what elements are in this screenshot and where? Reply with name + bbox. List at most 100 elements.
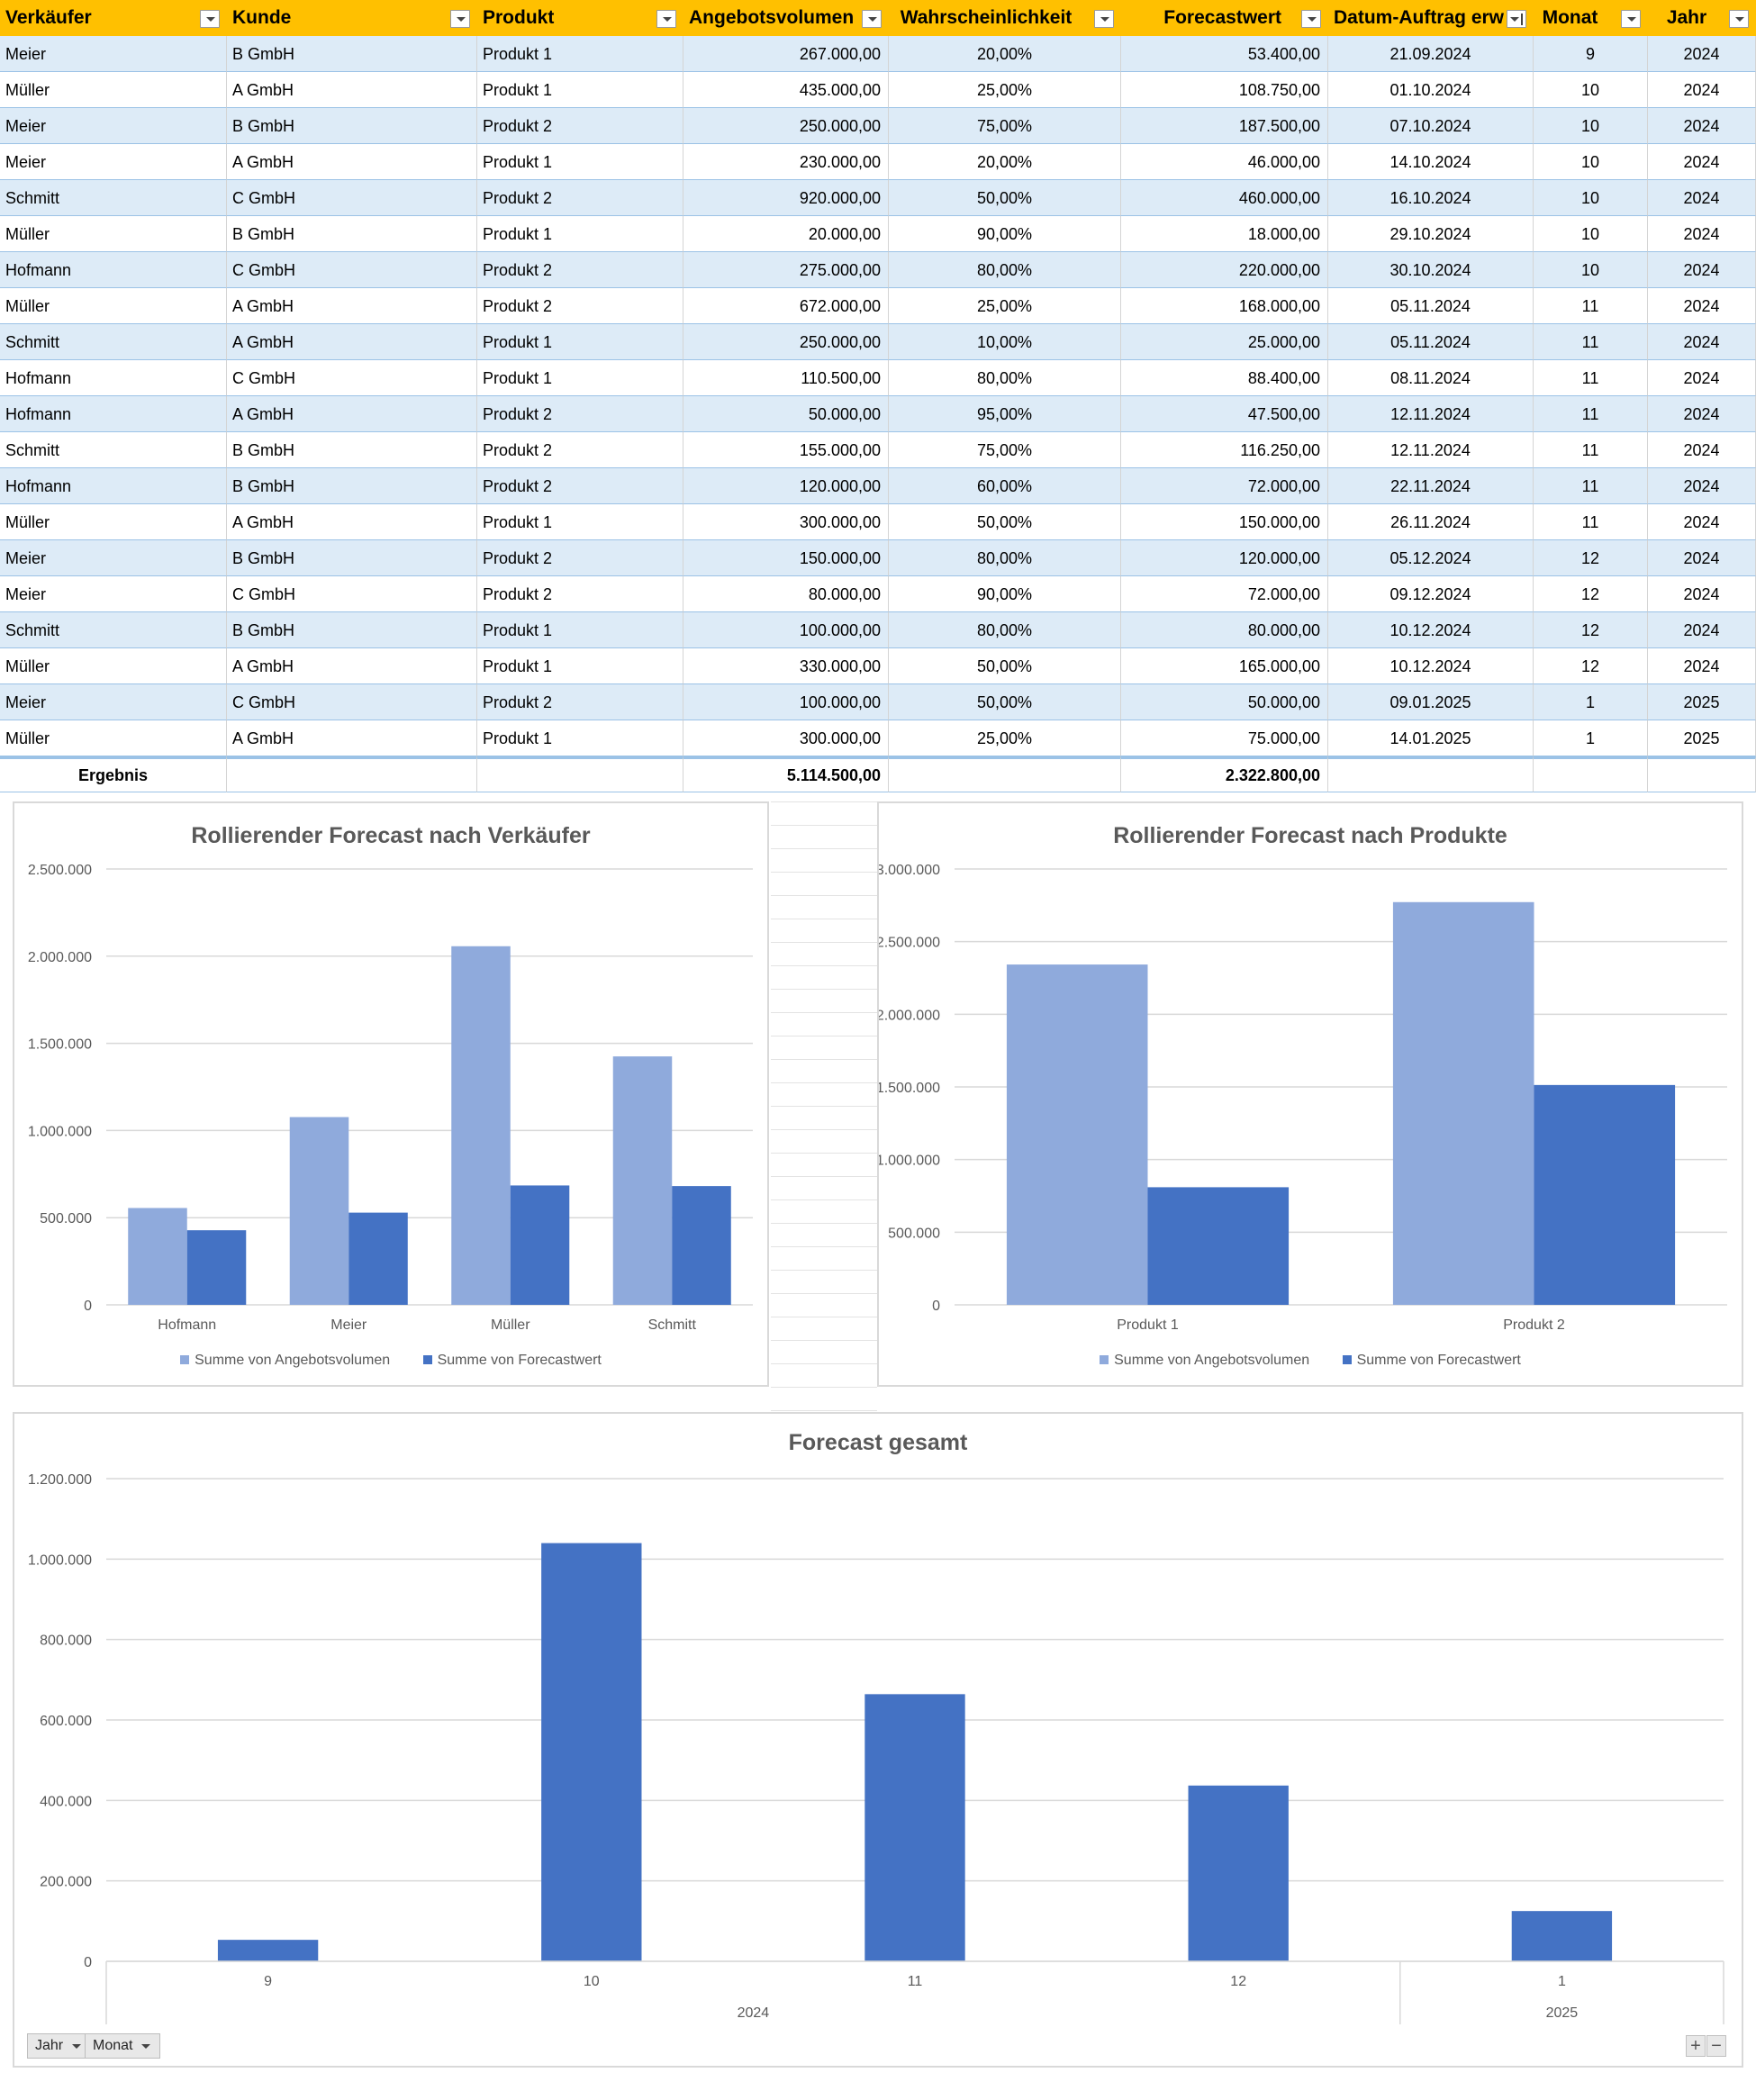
cell-jahr[interactable]: 2024	[1648, 576, 1756, 612]
collapse-field-button[interactable]: −	[1706, 2035, 1726, 2057]
cell-verkaeufer[interactable]: Müller	[0, 288, 227, 324]
cell-jahr[interactable]: 2025	[1648, 684, 1756, 720]
cell-jahr[interactable]: 2024	[1648, 504, 1756, 540]
total-jahr[interactable]	[1648, 756, 1756, 792]
cell-kunde[interactable]: A GmbH	[227, 144, 477, 180]
cell-datum[interactable]: 22.11.2024	[1328, 468, 1534, 504]
cell-kunde[interactable]: A GmbH	[227, 720, 477, 756]
cell-wahrscheinlichkeit[interactable]: 80,00%	[889, 360, 1121, 396]
cell-wahrscheinlichkeit[interactable]: 25,00%	[889, 720, 1121, 756]
cell-angebotsvolumen[interactable]: 110.500,00	[683, 360, 889, 396]
cell-verkaeufer[interactable]: Schmitt	[0, 432, 227, 468]
cell-jahr[interactable]: 2025	[1648, 720, 1756, 756]
cell-forecastwert[interactable]: 108.750,00	[1121, 72, 1328, 108]
cell-produkt[interactable]: Produkt 2	[477, 684, 683, 720]
cell-monat[interactable]: 10	[1534, 108, 1648, 144]
cell-produkt[interactable]: Produkt 2	[477, 468, 683, 504]
cell-monat[interactable]: 10	[1534, 180, 1648, 216]
cell-monat[interactable]: 11	[1534, 360, 1648, 396]
cell-datum[interactable]: 09.01.2025	[1328, 684, 1534, 720]
cell-produkt[interactable]: Produkt 2	[477, 180, 683, 216]
cell-forecastwert[interactable]: 168.000,00	[1121, 288, 1328, 324]
total-forecastwert[interactable]: 2.322.800,00	[1121, 756, 1328, 792]
cell-angebotsvolumen[interactable]: 150.000,00	[683, 540, 889, 576]
filter-dropdown-icon[interactable]	[450, 10, 470, 28]
cell-datum[interactable]: 08.11.2024	[1328, 360, 1534, 396]
cell-verkaeufer[interactable]: Hofmann	[0, 468, 227, 504]
cell-datum[interactable]: 05.11.2024	[1328, 324, 1534, 360]
column-header-kunde[interactable]: Kunde	[227, 0, 477, 36]
cell-angebotsvolumen[interactable]: 920.000,00	[683, 180, 889, 216]
chart-forecast-total[interactable]: Forecast gesamt 0 200.000 400.000 600.000 80…	[13, 1412, 1743, 2068]
cell-forecastwert[interactable]: 80.000,00	[1121, 612, 1328, 648]
cell-verkaeufer[interactable]: Müller	[0, 72, 227, 108]
cell-monat[interactable]: 10	[1534, 72, 1648, 108]
cell-wahrscheinlichkeit[interactable]: 50,00%	[889, 648, 1121, 684]
cell-datum[interactable]: 07.10.2024	[1328, 108, 1534, 144]
cell-kunde[interactable]: C GmbH	[227, 180, 477, 216]
cell-jahr[interactable]: 2024	[1648, 72, 1756, 108]
cell-angebotsvolumen[interactable]: 672.000,00	[683, 288, 889, 324]
cell-monat[interactable]: 12	[1534, 540, 1648, 576]
pivot-field-jahr-button[interactable]: Jahr	[27, 2033, 92, 2059]
cell-forecastwert[interactable]: 18.000,00	[1121, 216, 1328, 252]
cell-jahr[interactable]: 2024	[1648, 612, 1756, 648]
cell-datum[interactable]: 29.10.2024	[1328, 216, 1534, 252]
cell-produkt[interactable]: Produkt 1	[477, 324, 683, 360]
cell-kunde[interactable]: B GmbH	[227, 540, 477, 576]
cell-datum[interactable]: 30.10.2024	[1328, 252, 1534, 288]
cell-kunde[interactable]: B GmbH	[227, 216, 477, 252]
total-monat[interactable]	[1534, 756, 1648, 792]
cell-forecastwert[interactable]: 220.000,00	[1121, 252, 1328, 288]
filter-dropdown-icon[interactable]	[200, 10, 220, 28]
column-header-produkt[interactable]: Produkt	[477, 0, 683, 36]
cell-verkaeufer[interactable]: Meier	[0, 576, 227, 612]
cell-monat[interactable]: 11	[1534, 432, 1648, 468]
cell-forecastwert[interactable]: 88.400,00	[1121, 360, 1328, 396]
cell-produkt[interactable]: Produkt 1	[477, 72, 683, 108]
cell-monat[interactable]: 11	[1534, 468, 1648, 504]
cell-datum[interactable]: 01.10.2024	[1328, 72, 1534, 108]
cell-monat[interactable]: 11	[1534, 396, 1648, 432]
cell-monat[interactable]: 11	[1534, 288, 1648, 324]
total-angebotsvolumen[interactable]: 5.114.500,00	[683, 756, 889, 792]
cell-verkaeufer[interactable]: Meier	[0, 144, 227, 180]
cell-wahrscheinlichkeit[interactable]: 80,00%	[889, 612, 1121, 648]
cell-produkt[interactable]: Produkt 1	[477, 360, 683, 396]
cell-jahr[interactable]: 2024	[1648, 540, 1756, 576]
cell-produkt[interactable]: Produkt 2	[477, 288, 683, 324]
total-produkt[interactable]	[477, 756, 683, 792]
cell-datum[interactable]: 10.12.2024	[1328, 648, 1534, 684]
cell-produkt[interactable]: Produkt 1	[477, 648, 683, 684]
cell-monat[interactable]: 12	[1534, 612, 1648, 648]
cell-angebotsvolumen[interactable]: 267.000,00	[683, 36, 889, 72]
cell-kunde[interactable]: B GmbH	[227, 612, 477, 648]
cell-datum[interactable]: 10.12.2024	[1328, 612, 1534, 648]
cell-datum[interactable]: 16.10.2024	[1328, 180, 1534, 216]
cell-verkaeufer[interactable]: Müller	[0, 504, 227, 540]
column-header-wahrscheinlichkeit[interactable]: Wahrscheinlichkeit	[889, 0, 1121, 36]
cell-verkaeufer[interactable]: Schmitt	[0, 612, 227, 648]
cell-datum[interactable]: 14.01.2025	[1328, 720, 1534, 756]
cell-jahr[interactable]: 2024	[1648, 324, 1756, 360]
cell-kunde[interactable]: A GmbH	[227, 72, 477, 108]
cell-wahrscheinlichkeit[interactable]: 25,00%	[889, 288, 1121, 324]
pivot-field-monat-button[interactable]: Monat	[85, 2033, 161, 2059]
cell-angebotsvolumen[interactable]: 330.000,00	[683, 648, 889, 684]
filter-dropdown-icon[interactable]	[1621, 10, 1641, 28]
cell-monat[interactable]: 1	[1534, 720, 1648, 756]
cell-monat[interactable]: 10	[1534, 252, 1648, 288]
filter-dropdown-icon[interactable]	[1301, 10, 1321, 28]
cell-wahrscheinlichkeit[interactable]: 80,00%	[889, 252, 1121, 288]
filter-dropdown-icon[interactable]	[862, 10, 882, 28]
filter-dropdown-icon[interactable]	[1094, 10, 1114, 28]
chart-forecast-by-seller[interactable]: Rollierender Forecast nach Verkäufer 0 50…	[13, 801, 769, 1387]
cell-forecastwert[interactable]: 72.000,00	[1121, 576, 1328, 612]
cell-verkaeufer[interactable]: Müller	[0, 216, 227, 252]
cell-produkt[interactable]: Produkt 1	[477, 612, 683, 648]
cell-jahr[interactable]: 2024	[1648, 396, 1756, 432]
cell-jahr[interactable]: 2024	[1648, 180, 1756, 216]
cell-wahrscheinlichkeit[interactable]: 10,00%	[889, 324, 1121, 360]
cell-datum[interactable]: 14.10.2024	[1328, 144, 1534, 180]
cell-wahrscheinlichkeit[interactable]: 25,00%	[889, 72, 1121, 108]
